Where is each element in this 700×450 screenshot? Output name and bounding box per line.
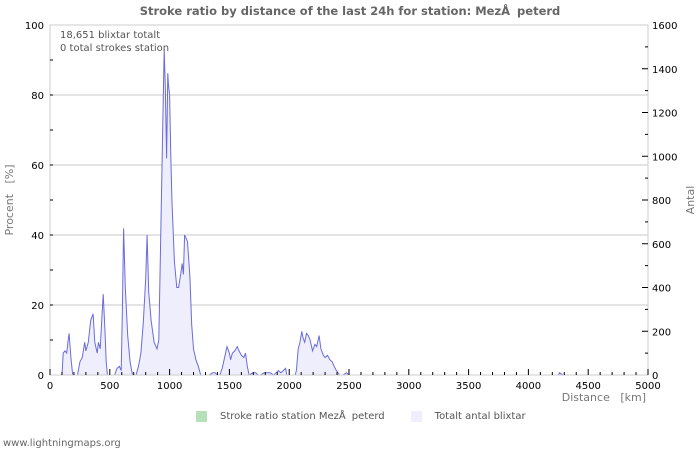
y-axis-left: 0 20 40 60 80 100 <box>25 21 53 382</box>
svg-text:1600: 1600 <box>652 21 677 32</box>
svg-text:1400: 1400 <box>652 65 677 76</box>
svg-text:1000: 1000 <box>157 381 182 392</box>
svg-text:1000: 1000 <box>652 152 677 163</box>
svg-text:600: 600 <box>652 240 671 251</box>
svg-text:100: 100 <box>25 21 44 32</box>
footer-site-link[interactable]: www.lightningmaps.org <box>3 438 121 449</box>
svg-text:2500: 2500 <box>336 381 361 392</box>
legend-item-total-strokes: Totalt antal blixtar <box>410 411 526 422</box>
svg-text:400: 400 <box>652 284 671 295</box>
legend-swatch-lavender <box>410 411 422 422</box>
y-axis-left-title: Procent [%] <box>3 164 16 235</box>
svg-text:20: 20 <box>31 301 44 312</box>
x-axis-title: Distance [km] <box>562 391 646 404</box>
y-axis-right-title: Antal <box>684 186 697 215</box>
legend: Stroke ratio station MezÅpeterd Totalt … <box>196 411 552 422</box>
legend-label: Totalt antal blixtar <box>434 411 526 422</box>
gridlines <box>50 94 648 306</box>
svg-text:0: 0 <box>652 371 658 382</box>
total-strokes-info: 18,651 blixtar totalt <box>60 30 160 41</box>
legend-item-station-ratio: Stroke ratio station MezÅpeterd <box>196 411 385 422</box>
svg-text:200: 200 <box>652 327 671 338</box>
svg-text:60: 60 <box>31 161 44 172</box>
svg-text:0: 0 <box>38 371 44 382</box>
x-axis: 0 500 1000 1500 2000 2500 3000 3500 4000 4500 5000 <box>47 369 661 392</box>
legend-swatch-green <box>196 411 207 422</box>
svg-text:2000: 2000 <box>276 381 301 392</box>
total-strokes-line <box>61 49 648 376</box>
station-strokes-info: 0 total strokes station <box>60 43 169 54</box>
svg-text:4000: 4000 <box>516 381 541 392</box>
svg-text:5000: 5000 <box>635 381 660 392</box>
legend-label: Stroke ratio station MezÅpeterd <box>220 411 385 422</box>
svg-text:40: 40 <box>31 231 44 242</box>
svg-text:80: 80 <box>31 91 44 102</box>
plot-frame <box>49 24 649 376</box>
svg-text:3000: 3000 <box>396 381 421 392</box>
svg-text:1200: 1200 <box>652 109 677 120</box>
chart-title: Stroke ratio by distance of the last 24h… <box>139 4 561 18</box>
svg-text:1500: 1500 <box>217 381 242 392</box>
total-strokes-area <box>61 49 648 375</box>
svg-text:3500: 3500 <box>456 381 481 392</box>
svg-text:4500: 4500 <box>575 381 600 392</box>
svg-text:0: 0 <box>47 381 53 392</box>
y-axis-right: 0 200 400 600 800 1000 1200 1400 1600 <box>642 21 677 382</box>
svg-text:500: 500 <box>100 381 119 392</box>
svg-text:800: 800 <box>652 196 671 207</box>
